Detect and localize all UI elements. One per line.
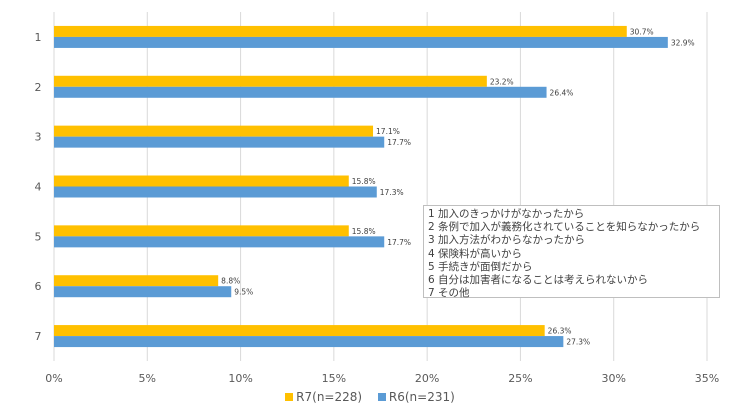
note-line: 5 手続きが面倒だから — [428, 260, 533, 273]
x-tick-label: 10% — [228, 372, 252, 385]
legend-item-r7: R7(n=228) — [285, 390, 362, 404]
data-label: 30.7% — [630, 27, 654, 36]
data-label: 27.3% — [566, 338, 590, 347]
data-label: 26.4% — [550, 88, 574, 97]
bar-r7 — [54, 325, 545, 337]
data-label: 15.8% — [352, 227, 376, 236]
data-label: 17.7% — [387, 238, 411, 247]
category-legend-box: 1 加入のきっかけがなかったから 2 条例で加入が義務化されていることを知らなか… — [423, 205, 720, 300]
legend-swatch — [377, 393, 386, 401]
data-label: 17.1% — [376, 127, 400, 136]
note-line: 7 その他 — [428, 287, 470, 300]
data-label: 17.3% — [380, 188, 404, 197]
bar-r6 — [54, 336, 564, 348]
x-tick-label: 25% — [508, 372, 532, 385]
x-tick-label: 15% — [322, 372, 346, 385]
bar-r6 — [54, 136, 385, 148]
bar-r6 — [54, 36, 668, 48]
data-label: 26.3% — [548, 327, 572, 336]
legend-item-r6: R6(n=231) — [377, 390, 455, 404]
category-label: 1 — [35, 31, 42, 44]
x-tick-label: 0% — [45, 372, 62, 385]
data-label: 9.5% — [234, 288, 253, 297]
x-tick-label: 5% — [139, 372, 156, 385]
note-line: 3 加入方法がわからなかったから — [428, 234, 586, 247]
x-tick-label: 30% — [601, 372, 625, 385]
legend: R7(n=228) R6(n=231) — [0, 390, 740, 404]
data-label: 8.8% — [221, 277, 240, 286]
note-line: 6 自分は加害者になることは考えられないから — [428, 274, 649, 287]
bar-r7 — [54, 175, 349, 187]
data-label: 15.8% — [352, 177, 376, 186]
category-label: 2 — [35, 81, 42, 94]
x-tick-label: 20% — [415, 372, 439, 385]
legend-label: R6(n=231) — [388, 390, 455, 404]
bar-r7 — [54, 75, 487, 87]
bar-r6 — [54, 186, 377, 198]
data-label: 32.9% — [671, 38, 695, 47]
note-line: 4 保険料が高いから — [428, 247, 523, 260]
category-label: 5 — [35, 230, 42, 243]
bar-r7 — [54, 275, 219, 287]
category-label: 6 — [35, 280, 42, 293]
category-label: 4 — [35, 181, 42, 194]
bar-r6 — [54, 86, 547, 98]
bar-r7 — [54, 225, 349, 237]
data-label: 17.7% — [387, 138, 411, 147]
data-label: 23.2% — [490, 77, 514, 86]
note-line: 1 加入のきっかけがなかったから — [428, 208, 585, 220]
note-line: 2 条例で加入が義務化されていることを知らなかったから — [428, 221, 701, 234]
bar-r6 — [54, 236, 385, 248]
bar-r7 — [54, 125, 374, 137]
x-tick-label: 35% — [695, 372, 719, 385]
legend-label: R7(n=228) — [296, 390, 363, 404]
bar-r7 — [54, 25, 627, 37]
category-label: 7 — [35, 330, 42, 343]
bar-r6 — [54, 286, 232, 298]
legend-swatch — [285, 393, 294, 401]
category-label: 3 — [35, 131, 42, 144]
